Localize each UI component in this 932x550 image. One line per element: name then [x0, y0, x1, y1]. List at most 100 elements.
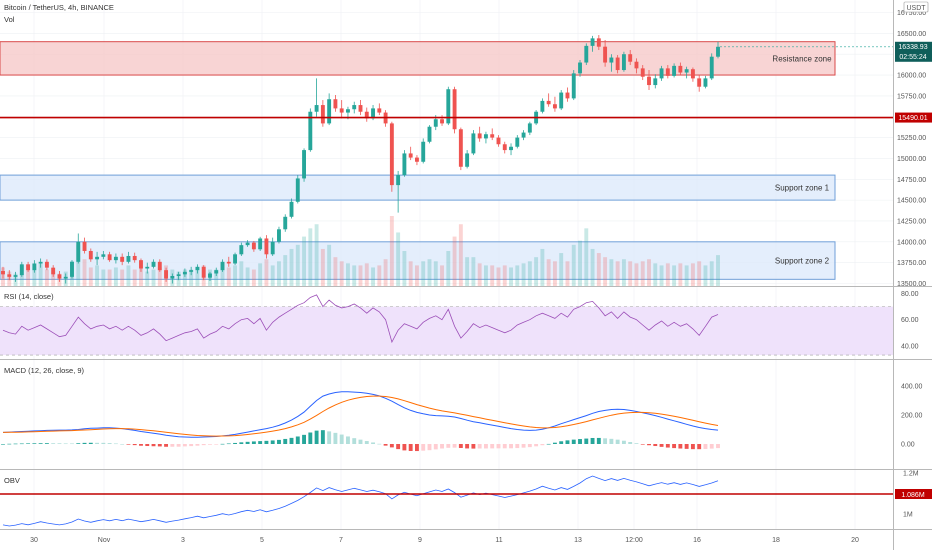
volume-bar [314, 224, 319, 286]
candle-body [145, 266, 150, 269]
candle-body [665, 68, 670, 76]
price-tick-label: 15750.00 [897, 93, 926, 100]
candle-body [364, 111, 369, 119]
support-zone-2[interactable] [0, 241, 836, 280]
histogram-bar [101, 442, 106, 444]
candle-body [653, 78, 658, 86]
candle-body [239, 245, 244, 255]
volume-bar [76, 244, 81, 286]
volume-bar [339, 261, 344, 286]
volume-bar [534, 257, 539, 286]
candle-body [277, 229, 281, 242]
candle-body [19, 264, 24, 276]
candle-body [540, 100, 545, 112]
volume-bar [433, 261, 438, 286]
resistance-zone[interactable] [0, 41, 836, 76]
candle-body [302, 150, 306, 179]
candle-body [515, 137, 520, 147]
signal-line[interactable] [2, 395, 719, 437]
candle-body [226, 261, 231, 264]
volume-bar [320, 248, 325, 286]
histogram-bar [415, 444, 419, 452]
histogram-bar [477, 444, 482, 449]
support-zone-1[interactable] [0, 174, 836, 201]
histogram-bar [314, 430, 319, 444]
histogram-bar [389, 444, 394, 448]
volume-bar [521, 263, 526, 286]
histogram-bar [446, 444, 451, 448]
candle-body [609, 57, 614, 63]
candle-body [157, 261, 162, 271]
histogram-bar [88, 442, 93, 444]
candle-body [709, 56, 714, 79]
volume-bar [471, 257, 476, 286]
time-axis[interactable]: 30 Nov 3 5 7 9 11 13 12:00 16 18 20 [30, 537, 859, 544]
histogram-bar [647, 444, 651, 446]
histogram-bar [189, 444, 194, 447]
price-axis[interactable]: 16750.0016500.0016250.0016000.0015750.00… [897, 10, 926, 288]
volume-bar [665, 263, 670, 286]
candle-body [615, 57, 620, 71]
histogram-bar [145, 444, 150, 447]
histogram-bar [653, 444, 658, 447]
candle-body [346, 109, 350, 113]
candle-body [32, 263, 37, 271]
histogram-bar [239, 442, 244, 444]
candle-body [151, 261, 156, 267]
volume-bar [327, 244, 332, 286]
histogram-bar [402, 444, 407, 451]
volume-bar [132, 269, 137, 286]
candle-body [703, 78, 708, 87]
candle-body [113, 256, 118, 261]
histogram-bar [132, 444, 137, 446]
candle-body [527, 123, 532, 133]
histogram-bar [571, 439, 576, 444]
candle-body [44, 261, 49, 268]
histogram-bar [433, 444, 438, 450]
candle-body [289, 201, 294, 217]
histogram-bar [552, 442, 557, 444]
time-tick-label: 20 [851, 537, 859, 544]
candle-body [502, 144, 507, 151]
volume-bar [490, 265, 495, 286]
volume-bar [277, 261, 281, 286]
histogram-bar [358, 439, 363, 444]
candle-body [201, 266, 206, 278]
price-tick-label: 13500.00 [897, 281, 926, 288]
volume-bar [628, 261, 633, 286]
time-tick-label: 13 [574, 537, 582, 544]
histogram-bar [339, 434, 344, 444]
rsi-band [0, 306, 893, 356]
histogram-bar [289, 437, 294, 444]
histogram-bar [716, 444, 720, 449]
histogram-bar [1, 444, 5, 445]
histogram-bar [270, 440, 275, 444]
level-price-label: 15490.01 [898, 115, 927, 122]
volume-bar [402, 251, 407, 286]
obv-tick-label: 1M [903, 512, 913, 519]
currency-badge[interactable] [903, 1, 929, 13]
histogram-bar [151, 444, 156, 447]
volume-bar [684, 265, 689, 286]
candle-body [126, 255, 131, 262]
volume-bar [552, 261, 557, 286]
macd-line[interactable] [2, 391, 719, 438]
price-tick-label: 14250.00 [897, 218, 926, 225]
volume-bar [302, 236, 306, 286]
time-tick-label: 3 [181, 537, 185, 544]
candle-body [427, 126, 432, 142]
candle-body [628, 54, 633, 62]
candle-body [552, 104, 557, 109]
obv-line[interactable] [2, 475, 719, 527]
volume-bar [145, 271, 150, 286]
rsi-line[interactable] [2, 294, 719, 344]
volume-bar [609, 259, 614, 286]
histogram-bar [113, 443, 118, 445]
volume-bar [195, 267, 200, 286]
candle-body [371, 108, 375, 119]
histogram-bar [233, 442, 238, 444]
candle-body [314, 105, 319, 112]
time-tick-label: 7 [339, 537, 343, 544]
histogram-bar [157, 444, 162, 447]
